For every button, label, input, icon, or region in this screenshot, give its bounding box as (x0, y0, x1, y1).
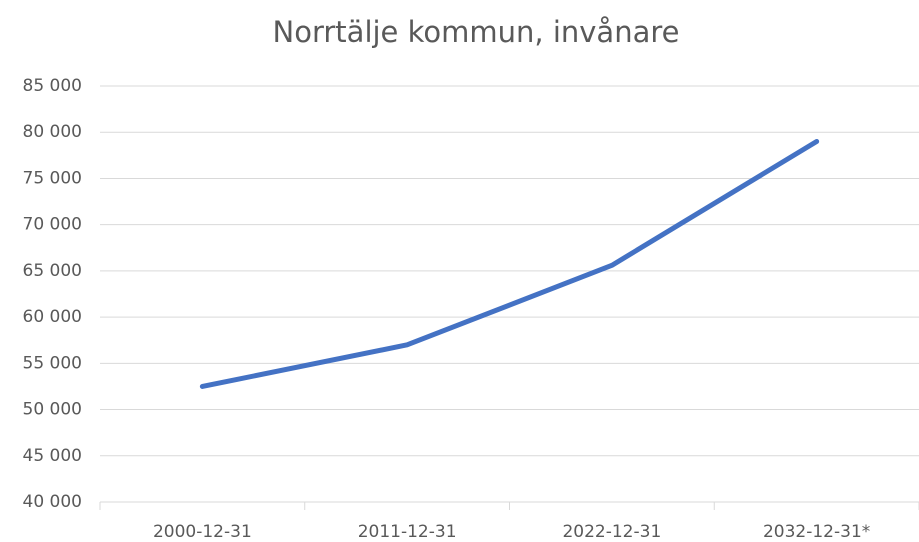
y-tick-label: 85 000 (23, 76, 82, 96)
y-tick-label: 80 000 (23, 122, 82, 142)
data-line (199, 138, 820, 389)
y-tick-label: 70 000 (23, 215, 82, 235)
y-tick-label: 60 000 (23, 307, 82, 327)
x-tick-label: 2032-12-31* (763, 522, 870, 542)
y-tick-label: 45 000 (23, 446, 82, 466)
y-tick-label: 65 000 (23, 261, 82, 281)
y-tick-label: 55 000 (23, 353, 82, 373)
x-tick-label: 2011-12-31 (358, 522, 457, 542)
y-tick-label: 75 000 (23, 168, 82, 188)
chart-title: Norrtälje kommun, invånare (273, 15, 680, 49)
x-tick-label: 2022-12-31 (562, 522, 661, 542)
x-tick-label: 2000-12-31 (153, 522, 252, 542)
y-tick-label: 40 000 (23, 492, 82, 512)
y-tick-label: 50 000 (23, 400, 82, 420)
